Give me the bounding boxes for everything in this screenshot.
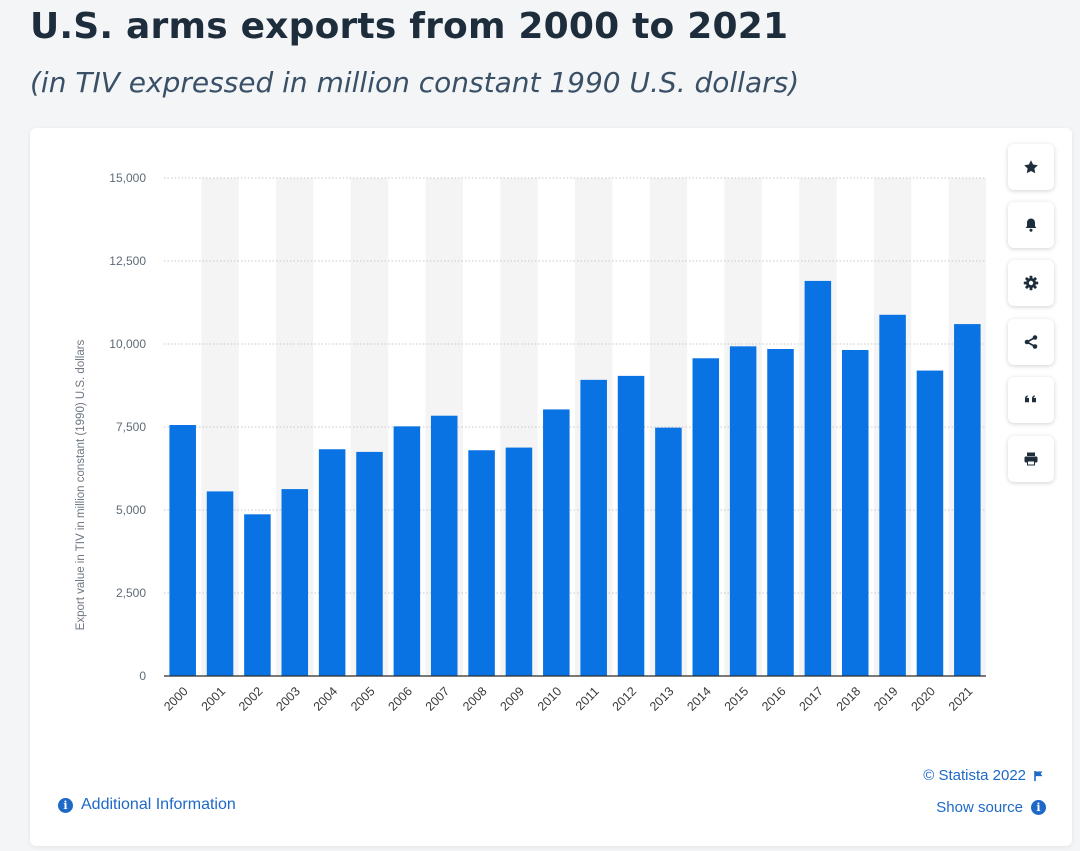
x-tick-label: 2018: [834, 684, 864, 714]
bar-chart: 0 2,500 5,000 7,500 10,000 12,500 15,000 2000 20…: [75, 171, 986, 714]
bar: [281, 489, 309, 676]
copyright: © Statista 2022: [923, 767, 1044, 784]
bar: [617, 375, 645, 676]
bar: [244, 514, 271, 676]
x-tick-label: 2013: [647, 684, 677, 714]
quote-icon: [1025, 395, 1036, 403]
x-tick-label: 2010: [535, 684, 565, 714]
x-tick-label: 2001: [199, 684, 229, 714]
bar: [580, 379, 607, 676]
x-tick-label: 2007: [423, 684, 453, 714]
bar: [356, 451, 383, 676]
y-tick-label: 15,000: [109, 171, 146, 185]
bar: [841, 349, 869, 676]
info-icon: i: [1031, 800, 1046, 815]
chart-card: 0 2,500 5,000 7,500 10,000 12,500 15,000 2000 20…: [30, 128, 1072, 846]
additional-information-link[interactable]: i Additional Information: [58, 796, 236, 814]
additional-information-label: Additional Information: [81, 796, 236, 813]
settings-button[interactable]: [1008, 260, 1054, 306]
y-tick-label: 10,000: [109, 337, 146, 351]
favorite-button[interactable]: [1008, 144, 1054, 190]
x-tick-label: 2000: [161, 684, 191, 714]
info-icon: i: [58, 797, 73, 813]
x-tick-label: 2016: [759, 684, 789, 714]
copyright-text: © Statista 2022: [923, 767, 1026, 784]
show-source-link[interactable]: Show source i: [936, 799, 1046, 816]
x-tick-label: 2015: [722, 684, 752, 714]
y-tick-label: 12,500: [109, 254, 146, 268]
x-tick-label: 2020: [909, 684, 939, 714]
x-tick-label: 2008: [460, 684, 490, 714]
x-tick-label: 2014: [684, 684, 714, 714]
x-tick-label: 2002: [236, 684, 266, 714]
x-tick-label: 2009: [498, 684, 528, 714]
page-subtitle: (in TIV expressed in million constant 19…: [30, 66, 800, 99]
bar: [879, 314, 906, 676]
bar: [692, 358, 720, 676]
bell-icon: [1025, 218, 1037, 232]
bar: [505, 447, 533, 676]
x-tick-label: 2005: [348, 684, 378, 714]
bar: [393, 426, 421, 676]
bar: [169, 425, 196, 676]
x-tick-label: 2019: [871, 684, 901, 714]
gear-icon: [1023, 275, 1039, 291]
y-tick-label: 0: [139, 669, 146, 683]
x-tick-label: 2011: [573, 684, 602, 713]
x-tick-label: 2006: [385, 684, 415, 714]
share-button[interactable]: [1008, 319, 1054, 365]
bar: [206, 491, 234, 676]
star-icon: [1024, 160, 1038, 174]
notification-button[interactable]: [1008, 202, 1054, 248]
bar: [655, 427, 682, 676]
print-button[interactable]: [1008, 436, 1054, 482]
print-icon: [1024, 452, 1038, 466]
bar: [729, 346, 757, 676]
bar: [767, 348, 794, 676]
bar: [916, 370, 944, 676]
show-source-label: Show source: [936, 799, 1023, 816]
cite-button[interactable]: [1008, 377, 1054, 423]
bar: [430, 415, 458, 676]
x-tick-label: 2017: [796, 684, 826, 714]
y-axis-label: Export value in TIV in million constant …: [75, 339, 87, 630]
y-tick-label: 2,500: [116, 586, 146, 600]
bar: [954, 324, 981, 676]
page-title: U.S. arms exports from 2000 to 2021: [30, 6, 789, 47]
x-tick-label: 2004: [311, 684, 341, 714]
x-tick-label: 2021: [946, 684, 976, 714]
bar: [804, 280, 832, 676]
share-icon: [1024, 335, 1038, 349]
bar: [543, 409, 570, 676]
y-tick-label: 5,000: [116, 503, 146, 517]
bar: [468, 450, 495, 676]
x-tick-label: 2012: [610, 684, 640, 714]
x-tick-label: 2003: [273, 684, 303, 714]
flag-icon[interactable]: [1034, 770, 1044, 782]
bar: [318, 449, 346, 676]
y-tick-label: 7,500: [116, 420, 146, 434]
